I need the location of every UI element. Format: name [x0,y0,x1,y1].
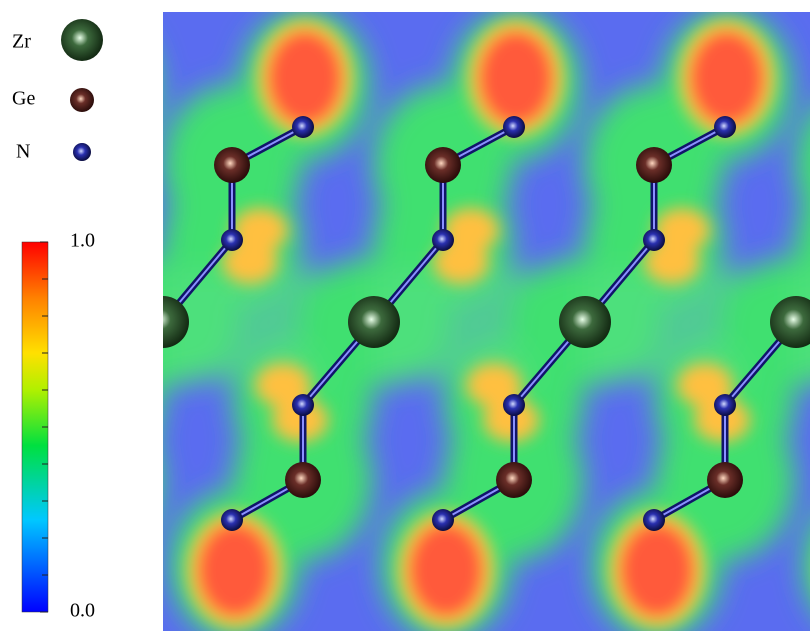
field-red [689,30,765,126]
atom-n [292,394,314,416]
legend-label: Zr [12,31,31,53]
atom-n [81,394,103,416]
atom-n [221,509,243,531]
atom-n [221,229,243,251]
atom-n [643,509,665,531]
atom-ge [74,462,110,498]
atom-n [81,116,103,138]
atom-n [503,116,525,138]
atom-ge [707,462,743,498]
colorbar-tick-label: 1.0 [70,230,95,252]
field-red [267,30,343,126]
atom-ge [496,462,532,498]
figure: Zr Ge N 1.0 0.0 [0,0,810,631]
field-red [478,30,554,126]
legend-n [73,143,91,161]
atom-ge [636,147,672,183]
atom-zr [559,296,611,348]
field-yellow [44,363,100,407]
bond [0,240,21,322]
field-red [197,522,273,618]
legend-ge [70,88,94,112]
legend-label: Ge [12,88,35,110]
atom-zr [137,296,189,348]
colorbar-tick-label: 0.0 [70,600,95,622]
atom-n [714,116,736,138]
bond-highlight [0,240,21,322]
legend-label: N [16,141,30,163]
page: Zr Ge N 1.00.0 (() => { const data = JSO… [0,0,810,631]
atom-n [503,394,525,416]
atom-n [292,116,314,138]
atom-zr [348,296,400,348]
legend-zr [61,19,103,61]
atom-n [643,229,665,251]
elf-map [0,10,810,631]
atom-ge [214,147,250,183]
field-red [408,522,484,618]
field-yellow [61,398,117,442]
field-red [619,522,695,618]
atom-ge [425,147,461,183]
atom-n [714,394,736,416]
bond [92,322,163,405]
bond-highlight [92,322,163,405]
atom-n [432,509,454,531]
atom-ge [285,462,321,498]
atom-n [432,229,454,251]
